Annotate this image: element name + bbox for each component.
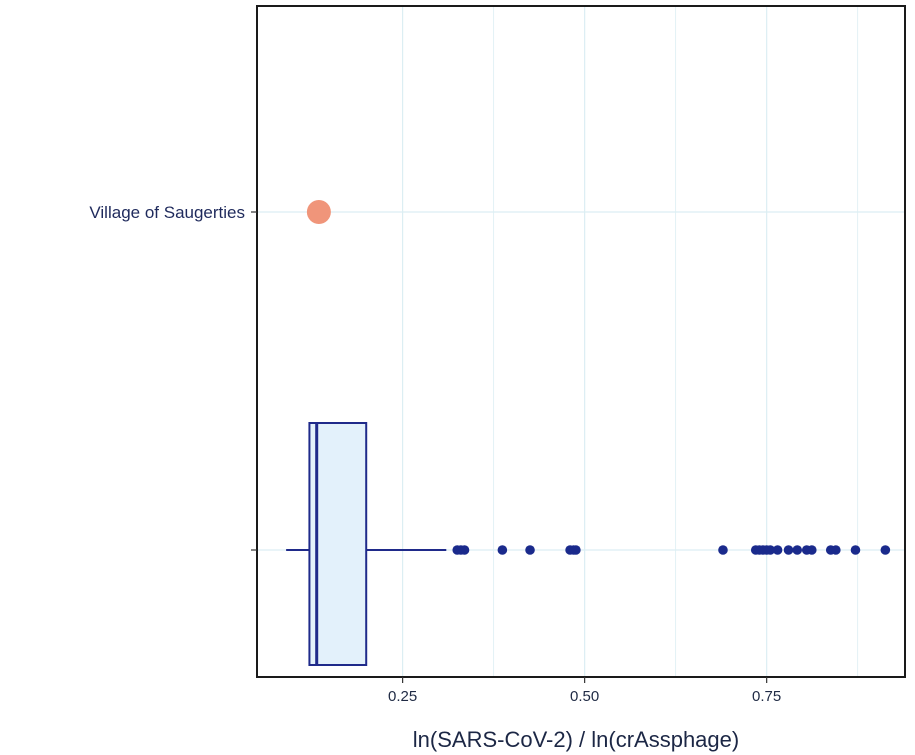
outlier-point [807,545,817,555]
outlier-point [783,545,794,555]
grid-lines [257,6,905,677]
y-category-label: Village of Saugerties [89,203,245,222]
chart-marks [286,200,891,666]
axes: 0.25 0.50 0.75 Village of Saugerties [89,203,781,705]
outlier-point [459,545,470,555]
outlier-point [497,545,508,555]
x-tick-label: 0.25 [388,688,417,705]
outlier-point [525,545,535,555]
outlier-point [772,545,783,555]
outlier-point [718,545,728,555]
x-tick-label: 0.50 [570,688,599,705]
x-axis-title: ln(SARS-CoV-2) / ln(crAssphage) [413,727,739,752]
highlight-point [306,200,331,224]
outlier-point [765,545,776,555]
outlier-point [831,545,841,555]
box-iqr [308,422,368,666]
outlier-point [880,545,891,555]
plot-frame [256,5,906,678]
outlier-point [571,545,581,555]
outlier-point [792,545,803,555]
outlier-point [850,545,861,555]
x-tick-label: 0.75 [752,688,781,705]
